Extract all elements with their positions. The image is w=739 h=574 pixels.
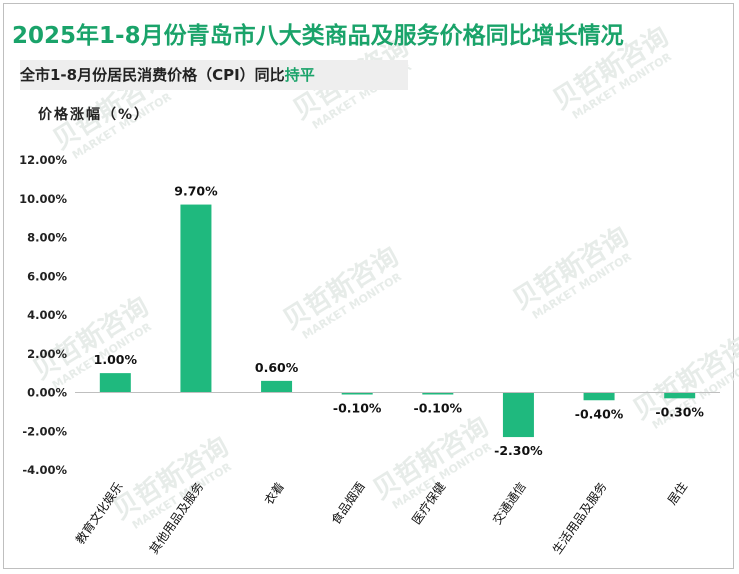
y-tick-label: 0.00% — [27, 386, 67, 400]
bar — [99, 373, 131, 393]
y-tick-label: -4.00% — [22, 463, 67, 477]
x-tick-label: 居住 — [665, 480, 690, 508]
y-tick-label: 2.00% — [27, 347, 67, 361]
y-tick-label: 12.00% — [19, 153, 67, 167]
value-label: -0.40% — [575, 406, 624, 421]
value-label: -0.10% — [333, 401, 382, 416]
chart-subtitle: 全市1-8月份居民消费价格（CPI）同比持平 — [20, 64, 315, 85]
x-tick-label: 生活用品及服务 — [549, 479, 609, 556]
bars — [99, 204, 696, 438]
value-label: -0.10% — [414, 401, 463, 416]
x-tick-label: 食品烟酒 — [328, 479, 368, 527]
value-label: 9.70% — [174, 184, 218, 199]
value-label: 0.60% — [255, 360, 299, 375]
bar — [664, 392, 696, 399]
bar — [583, 392, 615, 401]
x-tick-label: 衣着 — [261, 479, 287, 507]
y-tick-label: 6.00% — [27, 269, 67, 283]
bar — [422, 392, 454, 395]
y-tick-label: -2.00% — [22, 424, 67, 438]
subtitle-highlight: 持平 — [284, 66, 315, 84]
y-tick-label: 8.00% — [27, 231, 67, 245]
value-label: 1.00% — [94, 352, 138, 367]
value-label: -0.30% — [655, 404, 704, 419]
bar — [502, 392, 534, 438]
value-label: -2.30% — [494, 443, 543, 458]
y-tick-label: 10.00% — [19, 192, 67, 206]
value-labels: 1.00% 9.70% 0.60% -0.10% -0.10% -2.30% -0.40% -… — [94, 184, 705, 459]
subtitle-background — [20, 60, 408, 90]
x-tick-label: 交通通信 — [489, 479, 529, 527]
bar — [261, 380, 293, 393]
chart-title: 2025年1-8月份青岛市八大类商品及服务价格同比增长情况 — [12, 23, 624, 49]
bar — [180, 204, 212, 393]
y-axis-label: 价格涨幅（%） — [38, 107, 151, 123]
chart-frame — [3, 3, 734, 569]
y-tick-label: 4.00% — [27, 308, 67, 322]
subtitle-prefix: 全市1-8月份居民消费价格（CPI）同比 — [20, 66, 285, 84]
y-axis-ticks: 12.00% 10.00% 8.00% 6.00% 4.00% 2.00% 0.00% -2.… — [19, 153, 67, 477]
bar — [341, 392, 373, 395]
